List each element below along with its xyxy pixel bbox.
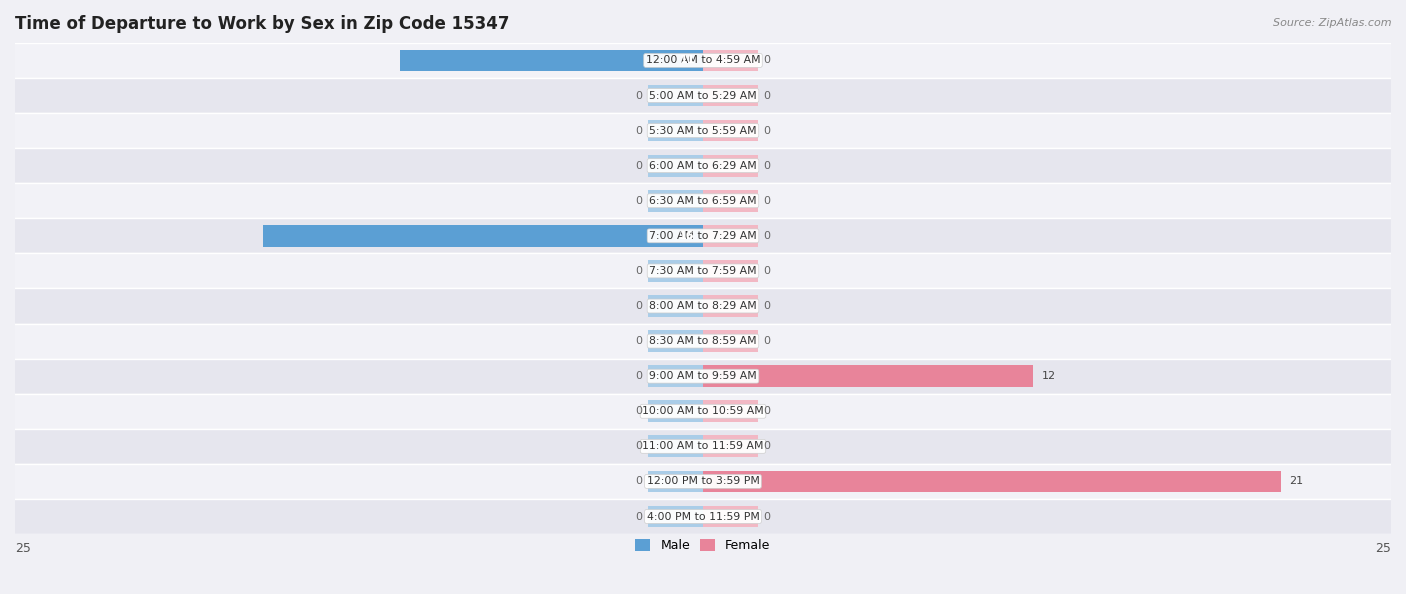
Text: 0: 0 xyxy=(763,336,770,346)
Bar xyxy=(0,289,1406,324)
Bar xyxy=(703,295,758,317)
Bar xyxy=(401,49,703,71)
Text: Time of Departure to Work by Sex in Zip Code 15347: Time of Departure to Work by Sex in Zip … xyxy=(15,15,509,33)
Bar xyxy=(0,499,1406,534)
Text: 7:00 AM to 7:29 AM: 7:00 AM to 7:29 AM xyxy=(650,231,756,241)
Text: 0: 0 xyxy=(763,55,770,65)
Text: 10:00 AM to 10:59 AM: 10:00 AM to 10:59 AM xyxy=(643,406,763,416)
Text: 11:00 AM to 11:59 AM: 11:00 AM to 11:59 AM xyxy=(643,441,763,451)
Text: 6:00 AM to 6:29 AM: 6:00 AM to 6:29 AM xyxy=(650,161,756,170)
Text: 0: 0 xyxy=(636,125,643,135)
Text: 0: 0 xyxy=(763,301,770,311)
Bar xyxy=(648,120,703,141)
Bar xyxy=(0,219,1406,254)
Legend: Male, Female: Male, Female xyxy=(630,534,776,557)
Bar xyxy=(0,78,1406,113)
Bar xyxy=(703,435,758,457)
Text: 8:30 AM to 8:59 AM: 8:30 AM to 8:59 AM xyxy=(650,336,756,346)
Text: 0: 0 xyxy=(636,301,643,311)
Text: 25: 25 xyxy=(1375,542,1391,555)
Bar xyxy=(0,394,1406,429)
Text: 0: 0 xyxy=(636,336,643,346)
Text: 12: 12 xyxy=(1042,371,1056,381)
Bar xyxy=(0,359,1406,394)
Bar xyxy=(648,365,703,387)
Bar xyxy=(0,183,1406,219)
Bar xyxy=(263,225,703,247)
Bar xyxy=(703,470,758,492)
Text: Source: ZipAtlas.com: Source: ZipAtlas.com xyxy=(1274,18,1392,28)
Text: 16: 16 xyxy=(679,231,695,241)
Text: 7:30 AM to 7:59 AM: 7:30 AM to 7:59 AM xyxy=(650,266,756,276)
Bar xyxy=(703,400,758,422)
Bar xyxy=(703,260,758,282)
Bar xyxy=(703,330,758,352)
Bar xyxy=(648,84,703,106)
Text: 0: 0 xyxy=(636,266,643,276)
Bar xyxy=(703,120,758,141)
Text: 11: 11 xyxy=(679,55,695,65)
Text: 4:00 PM to 11:59 PM: 4:00 PM to 11:59 PM xyxy=(647,511,759,522)
Bar xyxy=(648,155,703,176)
Bar xyxy=(0,324,1406,359)
Text: 0: 0 xyxy=(636,511,643,522)
Text: 12:00 PM to 3:59 PM: 12:00 PM to 3:59 PM xyxy=(647,476,759,486)
Text: 0: 0 xyxy=(763,196,770,206)
Text: 9:00 AM to 9:59 AM: 9:00 AM to 9:59 AM xyxy=(650,371,756,381)
Bar xyxy=(703,365,758,387)
Bar xyxy=(0,254,1406,289)
Text: 0: 0 xyxy=(636,90,643,100)
Text: 0: 0 xyxy=(636,476,643,486)
Text: 0: 0 xyxy=(763,231,770,241)
Text: 25: 25 xyxy=(15,542,31,555)
Bar xyxy=(0,113,1406,148)
Bar xyxy=(0,148,1406,183)
Text: 5:00 AM to 5:29 AM: 5:00 AM to 5:29 AM xyxy=(650,90,756,100)
Bar xyxy=(648,295,703,317)
Text: 6:30 AM to 6:59 AM: 6:30 AM to 6:59 AM xyxy=(650,196,756,206)
Bar xyxy=(648,470,703,492)
Bar xyxy=(0,464,1406,499)
Bar xyxy=(648,330,703,352)
Text: 0: 0 xyxy=(763,406,770,416)
Text: 0: 0 xyxy=(763,441,770,451)
Bar xyxy=(648,225,703,247)
Text: 0: 0 xyxy=(636,406,643,416)
Bar xyxy=(648,505,703,527)
Text: 0: 0 xyxy=(763,161,770,170)
Bar xyxy=(0,429,1406,464)
Bar xyxy=(648,435,703,457)
Text: 0: 0 xyxy=(763,511,770,522)
Bar xyxy=(703,49,758,71)
Bar xyxy=(703,505,758,527)
Bar xyxy=(648,400,703,422)
Text: 5:30 AM to 5:59 AM: 5:30 AM to 5:59 AM xyxy=(650,125,756,135)
Text: 0: 0 xyxy=(763,125,770,135)
Text: 21: 21 xyxy=(1289,476,1303,486)
Text: 0: 0 xyxy=(636,371,643,381)
Bar xyxy=(703,225,758,247)
Text: 12:00 AM to 4:59 AM: 12:00 AM to 4:59 AM xyxy=(645,55,761,65)
Text: 0: 0 xyxy=(763,266,770,276)
Bar xyxy=(648,49,703,71)
Bar xyxy=(703,190,758,211)
Text: 0: 0 xyxy=(636,441,643,451)
Bar xyxy=(703,365,1033,387)
Bar xyxy=(703,84,758,106)
Text: 0: 0 xyxy=(636,161,643,170)
Bar xyxy=(648,190,703,211)
Bar xyxy=(648,260,703,282)
Text: 0: 0 xyxy=(763,90,770,100)
Bar xyxy=(703,155,758,176)
Text: 0: 0 xyxy=(636,196,643,206)
Text: 8:00 AM to 8:29 AM: 8:00 AM to 8:29 AM xyxy=(650,301,756,311)
Bar xyxy=(703,470,1281,492)
Bar xyxy=(0,43,1406,78)
